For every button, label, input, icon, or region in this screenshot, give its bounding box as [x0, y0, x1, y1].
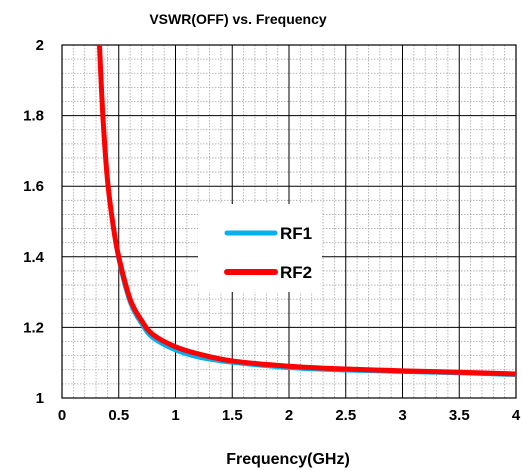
- x-tick-label: 1: [171, 407, 179, 424]
- y-tick-label: 1.2: [23, 319, 44, 336]
- x-tick-label: 1.5: [222, 407, 243, 424]
- y-tick-label: 1: [36, 390, 44, 407]
- x-tick-label: 4: [512, 407, 521, 424]
- x-tick-label: 3: [398, 407, 406, 424]
- plot-border: [61, 44, 517, 399]
- series-line-rf2: [96, 44, 517, 377]
- x-axis-label: Frequency(GHz): [226, 451, 350, 468]
- legend-label-rf2: RF2: [280, 263, 312, 282]
- x-tick-label: 3.5: [449, 407, 470, 424]
- legend-label-rf1: RF1: [280, 224, 312, 243]
- x-tick-label: 2.5: [335, 407, 356, 424]
- series-lines: [96, 44, 517, 378]
- y-tick-label: 2: [36, 37, 44, 54]
- x-tick-label: 0: [58, 407, 66, 424]
- y-tick-label: 1.6: [23, 178, 44, 195]
- legend: RF1 RF2: [198, 204, 322, 292]
- legend-box: [198, 204, 322, 292]
- chart-title: VSWR(OFF) vs. Frequency: [149, 11, 327, 27]
- y-tick-label: 1.4: [23, 249, 45, 266]
- x-tick-label: 0.5: [108, 407, 129, 424]
- tick-labels: 0 0.5 1 1.5 2 2.5 3 3.5 4 1 1.2 1.4 1.6 1.8 2: [23, 37, 521, 424]
- x-tick-label: 2: [285, 407, 293, 424]
- y-tick-label: 1.8: [23, 108, 44, 125]
